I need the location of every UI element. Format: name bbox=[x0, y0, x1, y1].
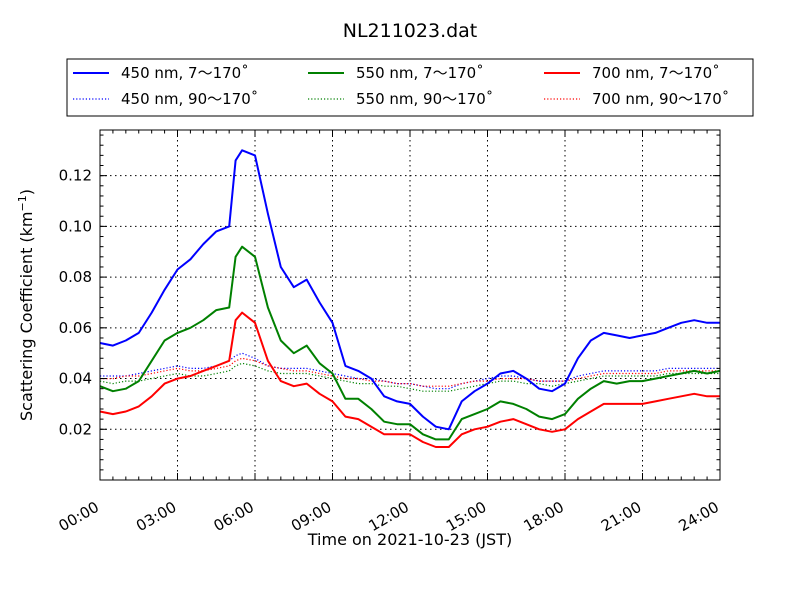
y-axis-label: Scattering Coefficient (km−1) bbox=[16, 189, 36, 421]
y-tick-label: 0.06 bbox=[59, 319, 92, 337]
y-tick-label: 0.12 bbox=[59, 167, 92, 185]
y-axis-label-close: ) bbox=[17, 189, 36, 195]
y-axis-label-main: Scattering Coefficient (km bbox=[17, 211, 36, 421]
legend-label: 700 nm, 90～170˚ bbox=[592, 90, 729, 108]
series-line-0 bbox=[99, 149, 720, 431]
x-tick-label: 18:00 bbox=[521, 498, 567, 535]
x-tick-label: 06:00 bbox=[211, 498, 257, 535]
x-tick-label: 24:00 bbox=[676, 498, 722, 535]
legend-label: 550 nm, 90～170˚ bbox=[356, 90, 493, 108]
x-axis-label: Time on 2021-10-23 (JST) bbox=[307, 530, 512, 549]
legend-box bbox=[66, 58, 754, 117]
x-tick-label: 00:00 bbox=[56, 498, 102, 535]
series-line-2 bbox=[99, 245, 721, 441]
series-line-4 bbox=[99, 311, 720, 448]
plot-frame bbox=[99, 129, 721, 481]
series-layer bbox=[99, 149, 721, 448]
legend-label: 550 nm, 7～170˚ bbox=[356, 64, 484, 82]
y-tick-label: 0.02 bbox=[59, 420, 92, 438]
axis-ticks: 00:00 03:00 06:00 09:00 12:00 15:00 18:00 21:00… bbox=[56, 130, 722, 535]
chart-title: NL211023.dat bbox=[343, 20, 478, 42]
series-line-1 bbox=[100, 352, 720, 390]
legend: 450 nm, 7～170˚ 450 nm, 90～170˚ 550 nm, 7～1… bbox=[66, 58, 754, 117]
y-axis-label-superscript: −1 bbox=[16, 195, 29, 211]
series-line-3 bbox=[99, 362, 720, 392]
x-tick-label: 03:00 bbox=[133, 498, 179, 535]
legend-label: 450 nm, 7～170˚ bbox=[121, 64, 249, 82]
x-tick-label: 21:00 bbox=[598, 498, 644, 535]
legend-label: 700 nm, 7～170˚ bbox=[592, 64, 720, 82]
y-tick-label: 0.08 bbox=[59, 268, 92, 286]
legend-label: 450 nm, 90～170˚ bbox=[121, 90, 258, 108]
grid-lines bbox=[100, 130, 720, 480]
y-tick-label: 0.10 bbox=[59, 217, 92, 235]
y-tick-label: 0.04 bbox=[59, 370, 92, 388]
